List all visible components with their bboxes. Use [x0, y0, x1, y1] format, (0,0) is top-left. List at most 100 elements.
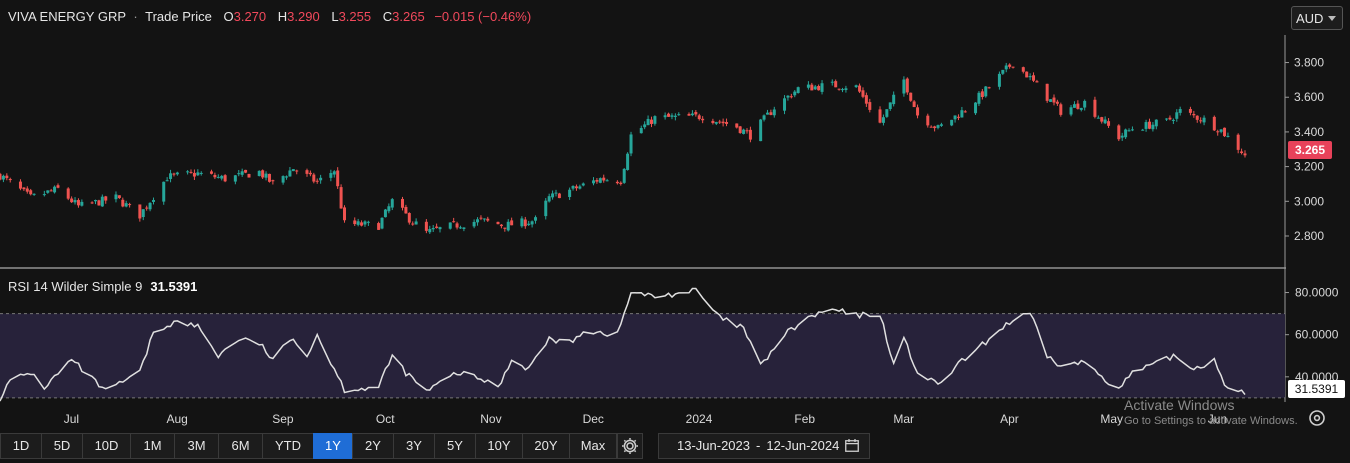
candle-body — [128, 204, 132, 206]
candle-body — [455, 223, 459, 228]
candle-body — [619, 182, 623, 185]
candle-body — [267, 173, 271, 182]
range-button-3m[interactable]: 3M — [174, 433, 219, 459]
candle-body — [1100, 117, 1104, 122]
range-button-6m[interactable]: 6M — [218, 433, 263, 459]
candle-body — [486, 218, 490, 221]
range-button-10y[interactable]: 10Y — [475, 433, 523, 459]
low-label: L — [331, 9, 339, 24]
candle-body — [711, 120, 715, 124]
x-tick-label: 2024 — [686, 412, 713, 426]
candle-body — [390, 199, 394, 208]
candle-body — [295, 170, 299, 172]
header-separator: · — [133, 9, 138, 24]
candle-body — [810, 84, 814, 91]
candle-body — [643, 124, 647, 128]
price-tick-label: 3.000 — [1294, 194, 1324, 208]
candle-body — [892, 94, 896, 105]
candle-body — [1168, 117, 1172, 120]
candle-body — [216, 176, 220, 178]
candle-body — [1107, 121, 1111, 126]
candle-body — [1192, 113, 1196, 116]
candle-body — [574, 186, 578, 189]
candle-body — [987, 87, 991, 89]
candle-body — [854, 85, 858, 88]
candle-body — [76, 200, 80, 206]
candle-body — [997, 73, 1001, 87]
candle-body — [1124, 129, 1128, 138]
candle-body — [1226, 135, 1230, 137]
candle-body — [885, 109, 889, 117]
candle-body — [452, 221, 456, 223]
candle-body — [18, 181, 22, 189]
candle-body — [414, 221, 418, 225]
candle-body — [902, 79, 906, 94]
x-tick-label: Nov — [480, 412, 501, 426]
candle-body — [53, 186, 57, 193]
candle-body — [861, 90, 865, 97]
range-button-3y[interactable]: 3Y — [393, 433, 435, 459]
x-tick-label: Oct — [376, 412, 395, 426]
candle-body — [1175, 112, 1179, 119]
range-button-2y[interactable]: 2Y — [352, 433, 394, 459]
date-range-picker[interactable]: 13-Jun-2023-12-Jun-2024 — [658, 433, 870, 459]
candle-body — [510, 220, 514, 226]
gear-icon — [622, 438, 638, 454]
x-tick-label: Aug — [166, 412, 187, 426]
range-button-1d[interactable]: 1D — [0, 433, 42, 459]
range-button-max[interactable]: Max — [569, 433, 617, 459]
candle-body — [916, 107, 920, 116]
candle-body — [240, 171, 244, 175]
candle-body — [1199, 120, 1203, 122]
candle-body — [281, 176, 285, 183]
candle-body — [1055, 101, 1059, 104]
candle-body — [718, 121, 722, 123]
candle-body — [377, 223, 381, 230]
range-button-1m[interactable]: 1M — [130, 433, 175, 459]
range-button-5y[interactable]: 5Y — [434, 433, 476, 459]
currency-select[interactable]: AUD — [1291, 6, 1343, 30]
candle-body — [830, 81, 834, 83]
candle-body — [312, 174, 316, 182]
candle-body — [759, 119, 763, 142]
candle-body — [984, 86, 988, 97]
range-button-1y[interactable]: 1Y — [313, 433, 353, 459]
candle-body — [1240, 151, 1244, 153]
candle-body — [956, 116, 960, 118]
candle-body — [817, 85, 821, 91]
candle-body — [881, 117, 885, 123]
candle-body — [506, 221, 510, 231]
candle-body — [878, 109, 882, 123]
candle-body — [46, 190, 50, 193]
candle-body — [343, 207, 347, 221]
candle-body — [953, 115, 957, 120]
candle-body — [220, 175, 224, 179]
x-tick-label: Jun — [1208, 412, 1227, 426]
candle-body — [1117, 125, 1121, 140]
range-toolbar: 1D 5D 10D 1M 3M 6M YTD 1Y 2Y 3Y 5Y 10Y 20Y Max — [0, 433, 617, 459]
range-button-10d[interactable]: 10D — [82, 433, 131, 459]
candle-body — [148, 202, 152, 210]
candle-body — [523, 219, 527, 227]
candle-body — [189, 171, 193, 173]
target-icon[interactable] — [1307, 408, 1327, 428]
candle-body — [175, 172, 179, 175]
candle-body — [49, 190, 53, 192]
candle-body — [762, 115, 766, 120]
date-to: 12-Jun-2024 — [766, 438, 840, 453]
candle-body — [905, 78, 909, 93]
candle-body — [813, 86, 817, 90]
candle-body — [100, 196, 104, 207]
candle-body — [793, 91, 797, 96]
range-button-20y[interactable]: 20Y — [522, 433, 570, 459]
range-button-ytd[interactable]: YTD — [262, 433, 314, 459]
high-value: 3.290 — [287, 9, 320, 24]
candle-body — [687, 113, 691, 116]
candle-body — [834, 81, 838, 88]
price-tick-label: 3.600 — [1294, 90, 1324, 104]
settings-button[interactable] — [617, 433, 643, 459]
candle-body — [247, 174, 251, 178]
range-button-5d[interactable]: 5D — [41, 433, 83, 459]
candle-body — [933, 126, 937, 129]
